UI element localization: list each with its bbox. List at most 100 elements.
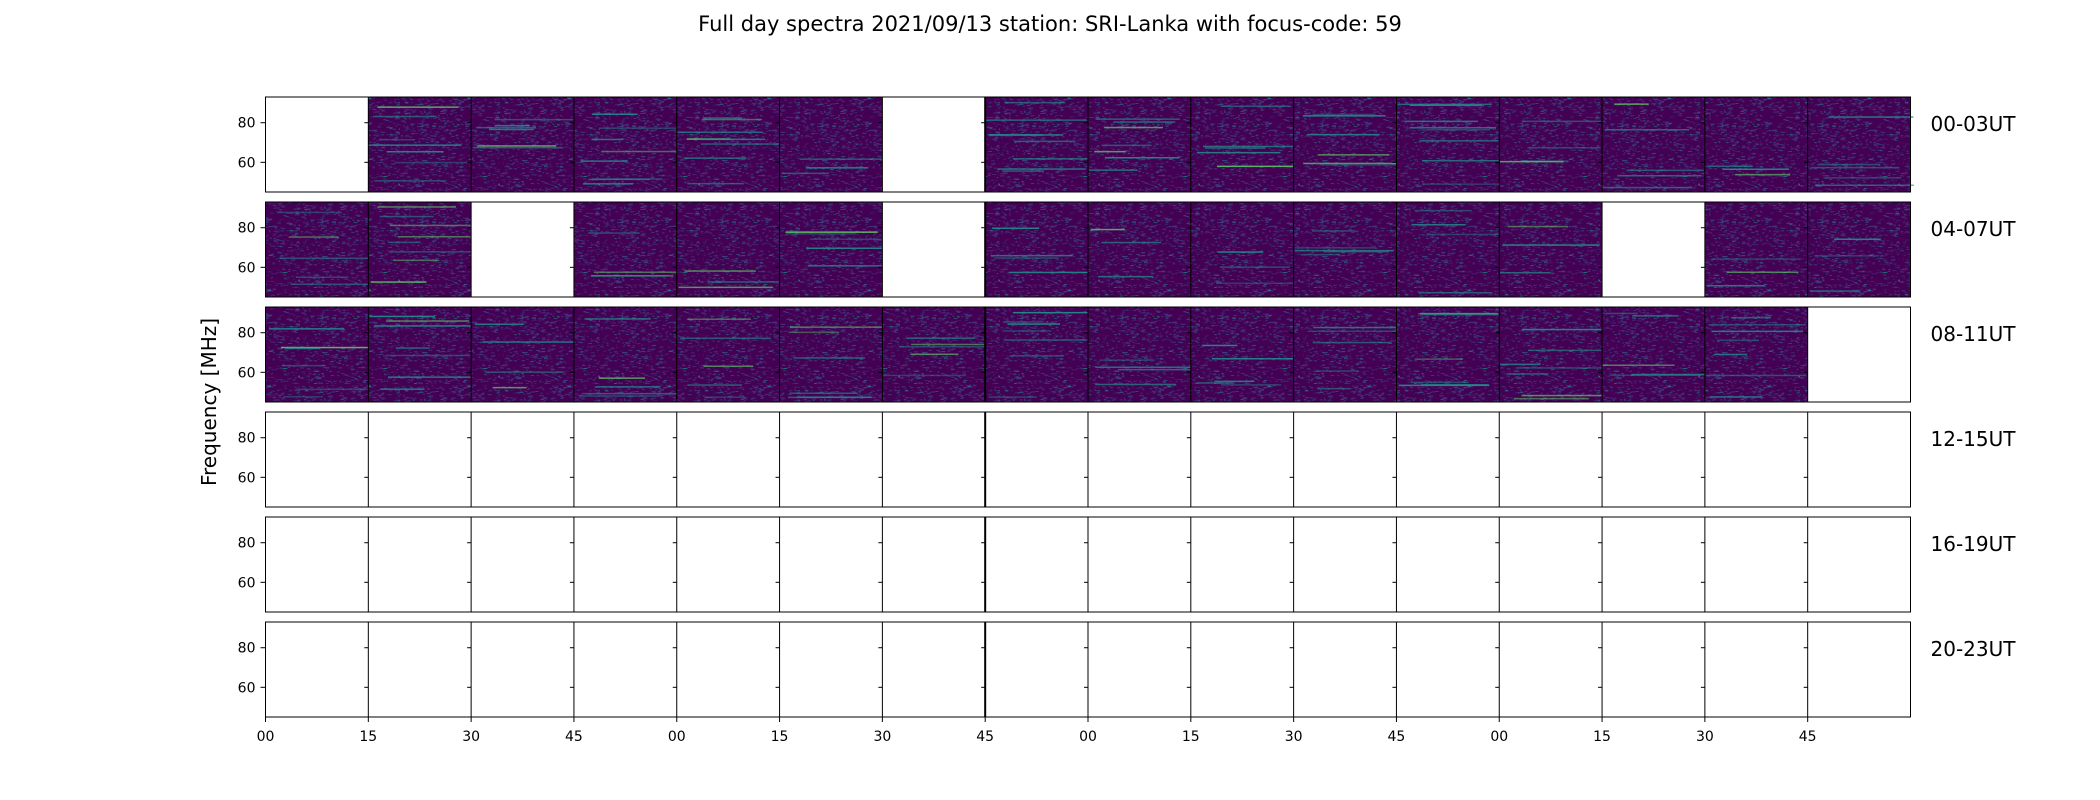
row-04-07UT: 60 80 04-07UT: [238, 201, 2016, 298]
spectrum-panel: [1499, 97, 1603, 192]
rfi-line: [1319, 164, 1421, 166]
row-label: 20-23UT: [1931, 637, 2017, 661]
rfi-line: [1204, 147, 1266, 149]
rfi-line: [288, 236, 339, 238]
rfi-line: [806, 167, 869, 169]
rfi-line: [1626, 169, 1704, 172]
spectrum-panel: [1088, 97, 1191, 192]
rfi-line: [1422, 160, 1522, 162]
rfi-line: [1714, 353, 1748, 356]
spectrum-panel: [1088, 412, 1191, 507]
rfi-line: [1104, 126, 1163, 129]
row-label: 08-11UT: [1931, 322, 2017, 346]
rfi-line: [788, 396, 873, 399]
spectrum-panel: [1293, 412, 1397, 507]
rfi-line: [1614, 103, 1649, 105]
rfi-line: [379, 139, 415, 141]
spectrum-panel: [1396, 307, 1500, 402]
rfi-line: [988, 134, 1043, 136]
rfi-line: [793, 357, 866, 359]
spectrum-panel: [1807, 412, 1911, 507]
rfi-line: [1306, 133, 1380, 136]
spectrum-panel: [1190, 307, 1294, 402]
rfi-line: [1118, 368, 1197, 371]
rfi-line: [1708, 165, 1753, 167]
spectrum-panel: [471, 202, 574, 297]
rfi-line: [276, 211, 342, 214]
rfi-line: [1499, 363, 1541, 366]
rfi-line: [997, 168, 1086, 170]
spectrum-panel: [573, 307, 677, 402]
rfi-line: [388, 251, 481, 253]
x-tick-label: 00: [257, 729, 275, 745]
rfi-line: [1722, 168, 1789, 170]
rfi-line: [785, 231, 878, 233]
rfi-line: [789, 392, 858, 394]
rfi-line: [1527, 147, 1601, 149]
row-frame: [265, 411, 1911, 508]
rfi-line: [1602, 364, 1675, 366]
row-label: 12-15UT: [1931, 427, 2017, 451]
rfi-line: [395, 347, 430, 349]
rfi-line: [591, 138, 624, 141]
rfi-line: [1823, 177, 1902, 179]
rfi-line: [1418, 292, 1493, 294]
rfi-line: [1303, 115, 1386, 117]
row-frame: [265, 201, 1911, 298]
rfi-line: [702, 117, 743, 119]
rfi-line: [1101, 144, 1152, 147]
spectrum-panel: [779, 412, 883, 507]
rfi-line: [1706, 285, 1765, 287]
rfi-line: [489, 128, 534, 131]
rfi-line: [1300, 253, 1340, 256]
spectrum-panel: [1602, 412, 1705, 507]
spectrum-panel: [1807, 307, 1911, 402]
spectrum-panel: [1602, 622, 1705, 717]
row-label: 00-03UT: [1931, 112, 2017, 136]
rfi-line: [1217, 251, 1264, 253]
rfi-line: [1507, 225, 1568, 228]
rfi-line: [906, 337, 976, 339]
rfi-line: [296, 388, 371, 391]
rfi-line: [687, 182, 744, 185]
rfi-line: [1323, 250, 1390, 253]
rfi-line: [369, 315, 436, 318]
rfi-line: [385, 354, 472, 357]
spectrum-panel: [676, 307, 780, 402]
spectrum-panel: [1293, 622, 1397, 717]
rfi-line: [1202, 344, 1238, 347]
rfi-line: [1817, 163, 1881, 166]
row-08-11UT: 60 80 08-11UT: [238, 306, 2017, 403]
rfi-line: [1834, 238, 1881, 240]
x-tick-label: 45: [565, 729, 583, 745]
spectrum-panel: [471, 307, 574, 402]
rfi-line: [472, 146, 563, 149]
rfi-line: [1090, 228, 1125, 231]
rfi-line: [1731, 316, 1772, 319]
rfi-line: [580, 395, 660, 397]
rfi-line: [911, 343, 1006, 346]
spectrum-panel: [882, 517, 986, 612]
spectrum-panel: [1602, 97, 1705, 192]
rfi-line: [1735, 173, 1790, 176]
spectrum-panel: [882, 202, 986, 297]
spectrum-panel: [1807, 97, 1911, 192]
spectrum-panel: [1088, 622, 1191, 717]
rfi-line: [386, 151, 444, 153]
rfi-line: [379, 215, 434, 218]
rfi-line: [1220, 105, 1291, 107]
spectrum-panel: [1293, 517, 1397, 612]
rfi-line: [377, 206, 456, 208]
rfi-line: [374, 180, 447, 182]
rfi-line: [385, 320, 470, 322]
rfi-line: [910, 353, 959, 355]
rfi-line: [1522, 120, 1601, 123]
spectrum-panel: [573, 97, 677, 192]
spectrum-panel: [779, 202, 883, 297]
rfi-line: [1004, 339, 1099, 341]
spectrum-panel: [779, 307, 883, 402]
spectrum-panel: [1396, 97, 1500, 192]
rfi-line: [1312, 341, 1392, 344]
x-tick-label: 15: [1593, 729, 1611, 745]
spectrum-panel: [1704, 97, 1808, 192]
